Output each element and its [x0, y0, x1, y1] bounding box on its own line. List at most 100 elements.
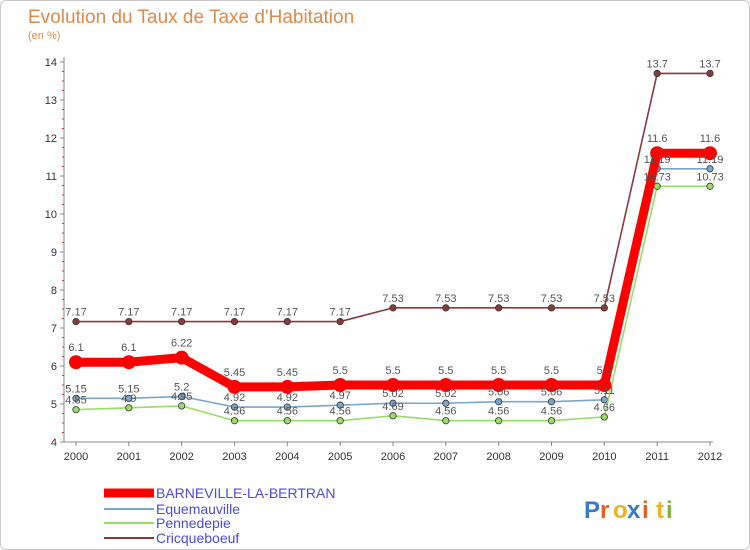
- legend-label: Equemauville: [156, 501, 240, 517]
- data-label: 11.19: [644, 154, 671, 166]
- data-label: 4.56: [277, 406, 298, 418]
- logo-letter: t: [656, 497, 664, 524]
- data-point: [389, 399, 397, 407]
- y-tick-label: 10: [45, 209, 57, 221]
- legend-label: Pennedepie: [156, 515, 231, 531]
- data-point: [178, 317, 186, 326]
- y-tick-label: 5: [51, 399, 57, 411]
- data-label: 7.17: [171, 307, 192, 319]
- legend-label: BARNEVILLE-LA-BERTRAN: [156, 485, 335, 501]
- data-point: [650, 146, 665, 161]
- data-point: [547, 417, 556, 425]
- data-label: 5.11: [594, 385, 615, 397]
- data-point: [336, 401, 344, 409]
- data-point: [495, 304, 503, 312]
- data-label: 5.02: [382, 388, 403, 400]
- data-label: 5.15: [65, 383, 86, 395]
- series-line: [75, 72, 711, 323]
- data-point: [703, 146, 717, 161]
- data-label: 4.56: [329, 406, 350, 418]
- y-tick-label: 9: [51, 247, 57, 259]
- x-tick-label: 2008: [486, 451, 510, 463]
- data-label: 7.53: [488, 293, 509, 305]
- data-label: 13.7: [646, 58, 667, 70]
- y-tick-label: 7: [51, 323, 57, 335]
- x-tick-label: 2005: [328, 451, 352, 463]
- data-label: 5.5: [491, 365, 506, 377]
- data-point: [178, 402, 186, 410]
- data-label: 4.56: [541, 406, 562, 418]
- logo-letter: o: [613, 497, 628, 524]
- data-point: [69, 355, 83, 370]
- data-label: 5.06: [541, 387, 562, 399]
- data-point: [283, 317, 291, 326]
- data-point: [230, 417, 239, 425]
- x-tick-label: 2010: [592, 451, 616, 463]
- data-label: 5.02: [435, 388, 456, 400]
- data-label: 4.56: [435, 406, 456, 418]
- legend: BARNEVILLE-LA-BERTRANEquemauvillePennede…: [104, 485, 335, 546]
- y-tick-label: 14: [45, 57, 57, 69]
- data-point: [72, 394, 80, 402]
- data-point: [333, 378, 348, 392]
- data-label: 5.5: [597, 365, 612, 377]
- data-label: 6.1: [121, 342, 136, 354]
- data-label: 10.73: [643, 171, 671, 183]
- axes: 4 5 6 7 8 9 10 11 12 13 14 2000 2001 2002 2003 2004 2005…: [45, 57, 722, 463]
- legend-label: Cricqueboeuf: [156, 530, 239, 546]
- data-point: [389, 412, 397, 420]
- data-point: [495, 398, 503, 406]
- data-label: 4.56: [488, 406, 509, 418]
- data-label: 5.5: [385, 365, 400, 377]
- x-tick-label: 2012: [698, 451, 722, 463]
- data-point: [230, 403, 239, 411]
- data-label: 4.66: [594, 402, 615, 414]
- data-point: [125, 394, 133, 402]
- data-point: [386, 378, 400, 392]
- data-point: [121, 355, 136, 370]
- data-label: 4.95: [171, 391, 192, 403]
- x-tick-label: 2004: [275, 451, 299, 463]
- data-label: 11.19: [697, 154, 724, 166]
- logo-letter: P: [584, 497, 600, 524]
- chart-subtitle: (en %): [28, 30, 61, 42]
- data-label: 7.17: [118, 307, 139, 319]
- data-point: [495, 417, 503, 425]
- data-point: [442, 417, 450, 425]
- data-point: [547, 304, 556, 312]
- y-tick-label: 8: [51, 285, 57, 297]
- data-point: [230, 317, 239, 326]
- data-label: 5.2: [174, 381, 189, 393]
- data-label: 4.69: [382, 401, 403, 413]
- data-point: [125, 404, 133, 412]
- data-label: 7.53: [382, 293, 403, 305]
- data-label: 11.6: [700, 133, 721, 145]
- data-point: [706, 182, 714, 190]
- y-tick-label: 13: [45, 95, 57, 107]
- data-label: 7.53: [435, 293, 456, 305]
- y-tick-label: 11: [46, 171, 57, 183]
- data-point: [600, 304, 608, 312]
- data-label: 6.1: [68, 342, 83, 354]
- data-label: 4.9: [121, 393, 136, 405]
- data-labels-layer: 7.17 7.17 7.17 7.17 7.17 7.17 7.53 7.53 7.53 7.53…: [65, 58, 723, 417]
- x-tick-label: 2006: [381, 451, 405, 463]
- data-label: 5.5: [544, 365, 559, 377]
- data-label: 7.17: [329, 307, 350, 319]
- logo-letter: i: [666, 497, 673, 524]
- x-tick-label: 2007: [434, 451, 458, 463]
- data-label: 7.17: [224, 307, 245, 319]
- data-point: [438, 378, 453, 392]
- y-tick-label: 12: [45, 133, 57, 145]
- data-point: [283, 417, 291, 425]
- x-tick-label: 2011: [645, 451, 669, 463]
- data-point: [600, 413, 608, 421]
- data-label: 5.5: [438, 365, 453, 377]
- series-layer: [69, 69, 717, 425]
- data-point: [280, 379, 295, 394]
- data-point: [653, 69, 661, 78]
- data-label: 4.92: [224, 392, 245, 404]
- data-label: 5.45: [224, 367, 245, 379]
- data-label: 4.92: [277, 392, 298, 404]
